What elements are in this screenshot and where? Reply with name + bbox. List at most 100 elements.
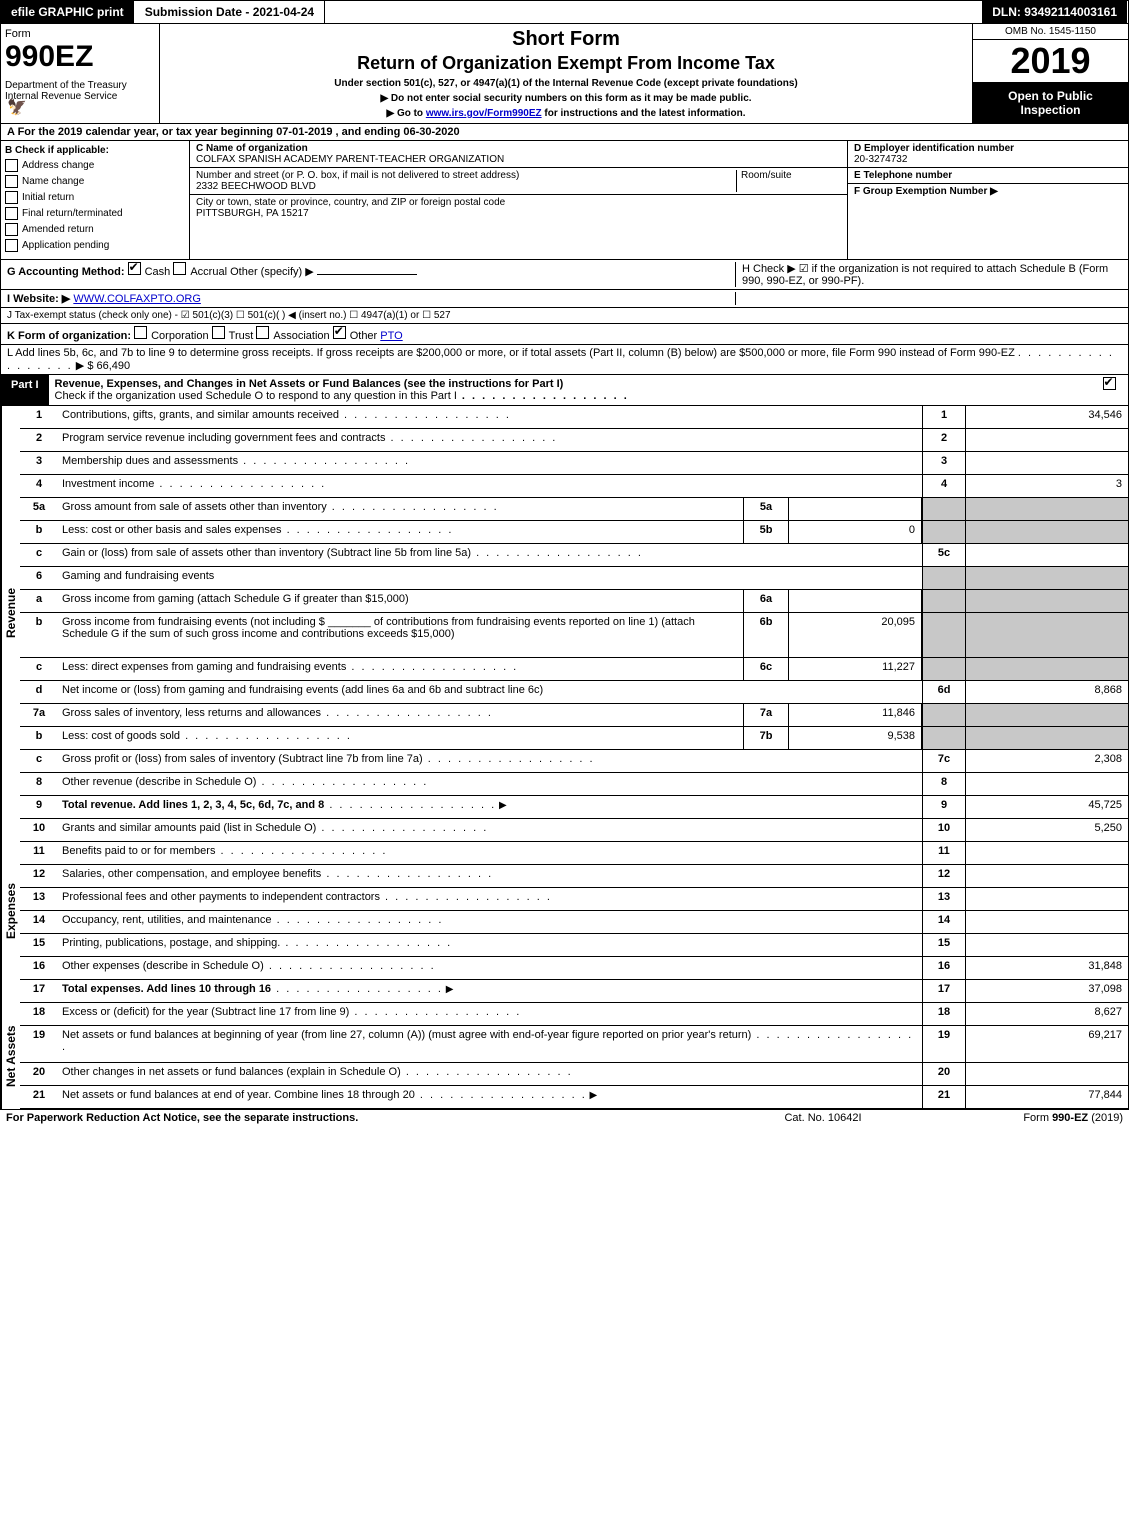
chk-cash[interactable]: [128, 262, 141, 275]
line-6c: cLess: direct expenses from gaming and f…: [20, 658, 1128, 681]
revenue-table: Revenue 1Contributions, gifts, grants, a…: [0, 406, 1129, 819]
dln-label: DLN: 93492114003161: [982, 1, 1128, 23]
line-10: 10Grants and similar amounts paid (list …: [20, 819, 1128, 842]
subtitle-ssn-warning: ▶ Do not enter social security numbers o…: [164, 93, 968, 104]
line-17: 17Total expenses. Add lines 10 through 1…: [20, 980, 1128, 1003]
part-1-header: Part I Revenue, Expenses, and Changes in…: [0, 375, 1129, 406]
part-1-title: Revenue, Expenses, and Changes in Net As…: [55, 378, 564, 390]
col-b-header: B Check if applicable:: [5, 145, 185, 156]
revenue-section-label: Revenue: [1, 406, 20, 819]
line-7c: cGross profit or (loss) from sales of in…: [20, 750, 1128, 773]
phone-label: E Telephone number: [854, 170, 952, 181]
other-org-value: PTO: [380, 330, 402, 342]
website-link[interactable]: WWW.COLFAXPTO.ORG: [73, 293, 201, 305]
line-5a: 5aGross amount from sale of assets other…: [20, 498, 1128, 521]
part-1-tag: Part I: [1, 375, 49, 405]
chk-initial-return[interactable]: [5, 191, 18, 204]
chk-trust[interactable]: [212, 326, 225, 339]
subtitle-goto: ▶ Go to www.irs.gov/Form990EZ for instru…: [164, 108, 968, 119]
line-7a: 7aGross sales of inventory, less returns…: [20, 704, 1128, 727]
expenses-table: Expenses 10Grants and similar amounts pa…: [0, 819, 1129, 1003]
row-k-org-form: K Form of organization: Corporation Trus…: [0, 324, 1129, 345]
line-9: 9Total revenue. Add lines 1, 2, 3, 4, 5c…: [20, 796, 1128, 819]
form-label: Form: [5, 28, 155, 40]
line-15: 15Printing, publications, postage, and s…: [20, 934, 1128, 957]
footer-form-ref: Form 990-EZ (2019): [923, 1112, 1123, 1124]
line-20: 20Other changes in net assets or fund ba…: [20, 1063, 1128, 1086]
footer-catalog: Cat. No. 10642I: [723, 1112, 923, 1124]
line-8: 8Other revenue (describe in Schedule O)8: [20, 773, 1128, 796]
line-12: 12Salaries, other compensation, and empl…: [20, 865, 1128, 888]
short-form-title: Short Form: [164, 28, 968, 51]
netassets-table: Net Assets 18Excess or (deficit) for the…: [0, 1003, 1129, 1109]
ein-value: 20-3274732: [854, 154, 907, 165]
form-number: 990EZ: [5, 40, 155, 74]
city-value: PITTSBURGH, PA 15217: [196, 208, 309, 219]
omb-box: OMB No. 1545-1150 2019 Open to Public In…: [973, 24, 1128, 123]
row-j-tax-status: J Tax-exempt status (check only one) - ☑…: [0, 308, 1129, 324]
line-5c: cGain or (loss) from sale of assets othe…: [20, 544, 1128, 567]
title-box: Short Form Return of Organization Exempt…: [160, 24, 973, 123]
col-def: D Employer identification number 20-3274…: [847, 141, 1128, 259]
chk-corp[interactable]: [134, 326, 147, 339]
row-gh: G Accounting Method: Cash Accrual Other …: [0, 260, 1129, 290]
line-3: 3Membership dues and assessments3: [20, 452, 1128, 475]
chk-final-return[interactable]: [5, 207, 18, 220]
top-bar: efile GRAPHIC print Submission Date - 20…: [0, 0, 1129, 24]
row-h-schedule-b: H Check ▶ ☑ if the organization is not r…: [735, 262, 1122, 287]
line-4: 4Investment income43: [20, 475, 1128, 498]
tax-year: 2019: [973, 40, 1128, 83]
row-l-gross-receipts: L Add lines 5b, 6c, and 7b to line 9 to …: [0, 345, 1129, 375]
form-id-box: Form 990EZ 🦅 Department of the Treasury …: [1, 24, 160, 123]
accounting-other-input[interactable]: [317, 262, 417, 275]
expenses-section-label: Expenses: [1, 819, 20, 1003]
form-header: Form 990EZ 🦅 Department of the Treasury …: [0, 24, 1129, 124]
line-14: 14Occupancy, rent, utilities, and mainte…: [20, 911, 1128, 934]
gross-receipts-amount: $ 66,490: [87, 360, 130, 372]
chk-application-pending[interactable]: [5, 239, 18, 252]
open-public-badge: Open to Public Inspection: [973, 83, 1128, 123]
line-1: 1Contributions, gifts, grants, and simil…: [20, 406, 1128, 429]
line-21: 21Net assets or fund balances at end of …: [20, 1086, 1128, 1109]
line-11: 11Benefits paid to or for members11: [20, 842, 1128, 865]
eagle-icon: 🦅: [7, 97, 27, 117]
treasury-dept: Department of the Treasury Internal Reve…: [5, 80, 155, 102]
line-18: 18Excess or (deficit) for the year (Subt…: [20, 1003, 1128, 1026]
page-footer: For Paperwork Reduction Act Notice, see …: [0, 1109, 1129, 1126]
line-7b: bLess: cost of goods sold7b9,538: [20, 727, 1128, 750]
line-2: 2Program service revenue including gover…: [20, 429, 1128, 452]
efile-print-button[interactable]: efile GRAPHIC print: [1, 1, 135, 23]
org-name-value: COLFAX SPANISH ACADEMY PARENT-TEACHER OR…: [196, 154, 504, 165]
part-1-sub: Check if the organization used Schedule …: [55, 390, 457, 402]
row-a-tax-year: A For the 2019 calendar year, or tax yea…: [0, 124, 1129, 141]
info-grid: B Check if applicable: Address change Na…: [0, 141, 1129, 260]
submission-date: Submission Date - 2021-04-24: [135, 1, 325, 23]
line-5b: bLess: cost or other basis and sales exp…: [20, 521, 1128, 544]
footer-notice: For Paperwork Reduction Act Notice, see …: [6, 1112, 723, 1124]
col-b-checkboxes: B Check if applicable: Address change Na…: [1, 141, 190, 259]
chk-other-org[interactable]: [333, 326, 346, 339]
street-label: Number and street (or P. O. box, if mail…: [196, 170, 519, 181]
chk-assoc[interactable]: [256, 326, 269, 339]
irs-link[interactable]: www.irs.gov/Form990EZ: [426, 108, 542, 119]
street-value: 2332 BEECHWOOD BLVD: [196, 181, 316, 192]
ein-label: D Employer identification number: [854, 143, 1014, 154]
chk-name-change[interactable]: [5, 175, 18, 188]
chk-address-change[interactable]: [5, 159, 18, 172]
row-i-website: I Website: ▶ WWW.COLFAXPTO.ORG: [0, 290, 1129, 308]
line-6b: bGross income from fundraising events (n…: [20, 613, 1128, 658]
chk-amended-return[interactable]: [5, 223, 18, 236]
subtitle-section: Under section 501(c), 527, or 4947(a)(1)…: [164, 78, 968, 89]
chk-accrual[interactable]: [173, 262, 186, 275]
netassets-section-label: Net Assets: [1, 1003, 20, 1109]
line-6d: dNet income or (loss) from gaming and fu…: [20, 681, 1128, 704]
main-title: Return of Organization Exempt From Incom…: [164, 53, 968, 74]
room-suite-label: Room/suite: [741, 170, 792, 181]
group-exemption-label: F Group Exemption Number ▶: [854, 186, 998, 197]
line-19: 19Net assets or fund balances at beginni…: [20, 1026, 1128, 1063]
accounting-method-label: G Accounting Method:: [7, 266, 125, 278]
chk-schedule-o[interactable]: [1103, 377, 1116, 390]
line-6: 6Gaming and fundraising events: [20, 567, 1128, 590]
org-name-label: C Name of organization: [196, 143, 308, 154]
col-c-org-info: C Name of organization COLFAX SPANISH AC…: [190, 141, 847, 259]
